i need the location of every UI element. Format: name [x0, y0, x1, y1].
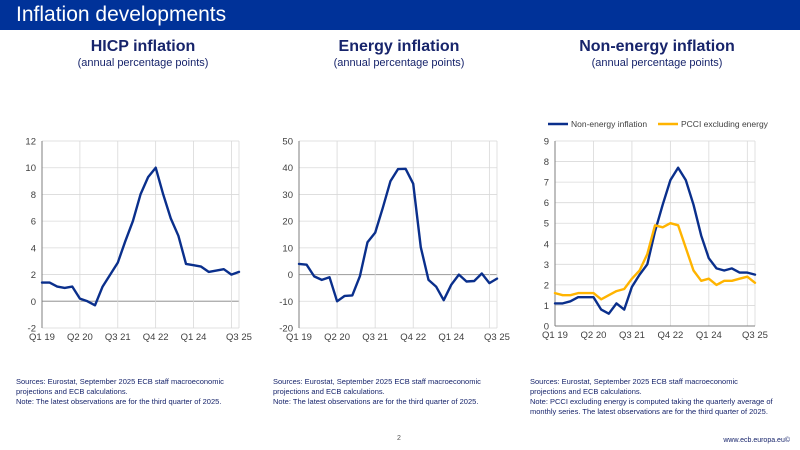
series-line-energy-inflation [297, 167, 499, 303]
x-tick-label: Q1 19 [286, 332, 312, 343]
hicp-chart: -2 0 2 4 6 8 10 12 Q1 19 Q2 20 Q3 21 Q4 22 Q1 24 Q3 2… [25, 137, 252, 344]
x-tick-label: Q2 20 [581, 330, 607, 341]
y-tick-label: 6 [31, 217, 36, 228]
series-line-pcci-excluding-energy [553, 221, 757, 301]
y-tick-label: 6 [544, 198, 549, 209]
note-line: projections and ECB calculations. [530, 387, 642, 396]
legend-label: Non-energy inflation [571, 119, 647, 129]
y-tick-label: 2 [544, 280, 549, 291]
chart-title: Energy inflation [338, 38, 460, 55]
x-tick-label: Q2 20 [324, 332, 350, 343]
y-tick-label: 2 [31, 270, 36, 281]
website-url: www.ecb.europa.eu© [723, 437, 790, 444]
y-tick-label: 12 [25, 137, 36, 148]
y-tick-label: -2 [28, 324, 36, 335]
note-line: Note: PCCI excluding energy is computed … [530, 397, 773, 406]
non-energy-chart: 0 1 2 3 4 5 6 7 8 9 Q1 19 Q2 20 Q3 21 Q4 22 Q1 24 Q3 25… [542, 119, 769, 341]
y-tick-label: 8 [31, 190, 36, 201]
page-title: Inflation developments [16, 3, 227, 26]
x-tick-label: Q1 24 [438, 332, 464, 343]
source-note-non-energy: Sources: Eurostat, September 2025 ECB st… [530, 377, 795, 417]
note-line: monthly series. The latest observations … [530, 407, 768, 416]
x-tick-label: Q3 25 [484, 332, 510, 343]
note-line: Sources: Eurostat, September 2025 ECB st… [530, 377, 738, 386]
note-line: Note: The latest observations are for th… [273, 397, 479, 406]
chart-title: Non-energy inflation [579, 38, 735, 55]
y-tick-label: 3 [544, 260, 549, 271]
note-line: projections and ECB calculations. [273, 387, 385, 396]
y-tick-label: 0 [544, 322, 549, 333]
y-tick-label: 0 [31, 297, 36, 308]
y-tick-label: 4 [544, 239, 549, 250]
x-tick-label: Q1 19 [29, 332, 55, 343]
legend-label: PCCI excluding energy [681, 119, 769, 129]
x-tick-label: Q4 22 [657, 330, 683, 341]
title-banner: Inflation developments [0, 0, 800, 30]
y-tick-label: 10 [282, 243, 293, 254]
y-tick-label: 50 [282, 137, 293, 148]
x-tick-label: Q4 22 [400, 332, 426, 343]
y-tick-label: 30 [282, 190, 293, 201]
x-tick-label: Q3 21 [362, 332, 388, 343]
y-tick-label: 5 [544, 219, 549, 230]
y-tick-label: 1 [544, 301, 549, 312]
chart-subtitle: (annual percentage points) [591, 57, 723, 69]
x-tick-label: Q1 24 [696, 330, 722, 341]
energy-chart: -20 -10 0 10 20 30 40 50 Q1 19 Q2 20 Q3 21 Q4 22 Q1 … [279, 137, 510, 344]
y-tick-label: -20 [279, 324, 293, 335]
x-tick-label: Q3 25 [742, 330, 768, 341]
y-tick-label: 20 [282, 217, 293, 228]
series-line-non-energy-inflation [553, 166, 757, 315]
series-line-hicp-inflation [40, 166, 241, 307]
y-tick-label: 7 [544, 178, 549, 189]
x-tick-label: Q4 22 [143, 332, 169, 343]
y-tick-label: 10 [25, 163, 36, 174]
panel-hicp: HICP inflation (annual percentage points… [10, 38, 276, 69]
chart-title: HICP inflation [90, 38, 196, 55]
page-number: 2 [397, 435, 401, 442]
y-tick-label: 0 [288, 270, 293, 281]
panel-non-energy: Non-energy inflation (annual percentage … [524, 38, 790, 69]
source-note-hicp: Sources: Eurostat, September 2025 ECB st… [16, 377, 276, 407]
x-tick-label: Q3 25 [226, 332, 252, 343]
chart-subtitle: (annual percentage points) [77, 57, 209, 69]
x-tick-label: Q3 21 [105, 332, 131, 343]
panel-energy: Energy inflation (annual percentage poin… [266, 38, 532, 69]
chart-subtitle: (annual percentage points) [333, 57, 465, 69]
x-tick-label: Q2 20 [67, 332, 93, 343]
y-tick-label: -10 [279, 297, 293, 308]
x-tick-label: Q1 24 [181, 332, 207, 343]
x-tick-label: Q1 19 [542, 330, 568, 341]
y-tick-label: 4 [31, 243, 36, 254]
source-note-energy: Sources: Eurostat, September 2025 ECB st… [273, 377, 533, 407]
y-tick-label: 40 [282, 163, 293, 174]
note-line: Sources: Eurostat, September 2025 ECB st… [16, 377, 224, 386]
y-tick-label: 8 [544, 157, 549, 168]
x-tick-label: Q3 21 [619, 330, 645, 341]
note-line: Note: The latest observations are for th… [16, 397, 222, 406]
note-line: projections and ECB calculations. [16, 387, 128, 396]
y-tick-label: 9 [544, 137, 549, 148]
note-line: Sources: Eurostat, September 2025 ECB st… [273, 377, 481, 386]
